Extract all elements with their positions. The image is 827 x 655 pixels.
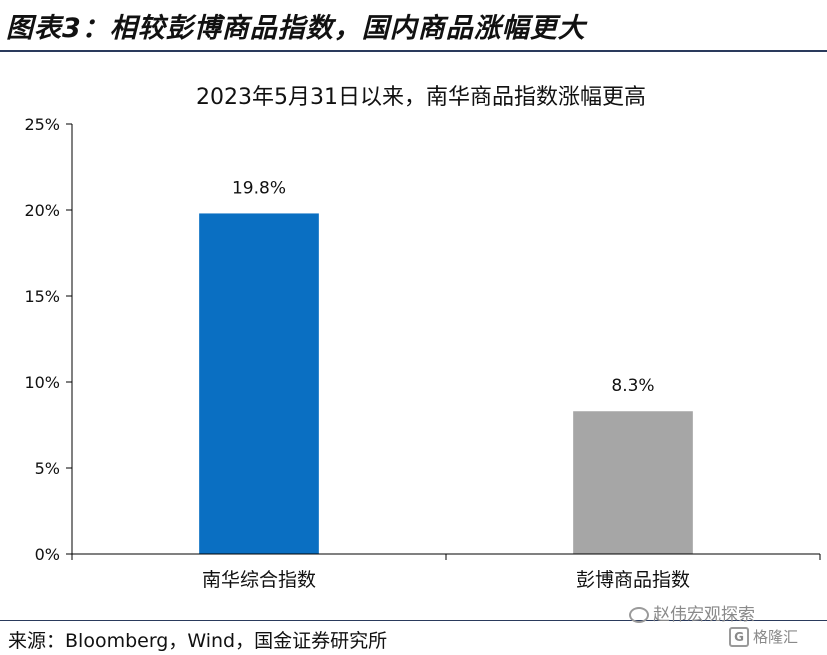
- y-tick-label: 5%: [35, 459, 60, 478]
- x-tick-label: 彭博商品指数: [576, 569, 690, 591]
- chart-title: 2023年5月31日以来，南华商品指数涨幅更高: [196, 85, 646, 110]
- y-tick-label: 15%: [24, 287, 60, 306]
- y-axis: 0% 5% 10% 15% 20% 25%: [24, 115, 73, 564]
- watermark: 赵伟宏观探索 G 格隆汇: [629, 604, 809, 650]
- figure-title: 图表3：相较彭博商品指数，国内商品涨幅更大: [6, 13, 586, 44]
- y-tick-label: 25%: [24, 115, 60, 134]
- wechat-icon: [629, 607, 649, 623]
- bar-chart: 2023年5月31日以来，南华商品指数涨幅更高 0% 5% 10% 15% 20% 25%…: [24, 85, 821, 591]
- chart-area: 2023年5月31日以来，南华商品指数涨幅更高 0% 5% 10% 15% 20% 25%…: [0, 60, 827, 620]
- footer-rule: [0, 620, 827, 621]
- x-axis: 南华综合指数 彭博商品指数: [71, 553, 821, 591]
- y-tick-label: 10%: [24, 373, 60, 392]
- watermark-sub: 格隆汇: [753, 628, 799, 646]
- bar: [199, 213, 319, 554]
- gelonghui-logo-icon: G: [729, 627, 749, 647]
- data-label: 19.8%: [232, 178, 286, 198]
- watermark-text: 赵伟宏观探索: [653, 605, 755, 625]
- header-rule: [0, 50, 827, 52]
- figure-header: 图表3：相较彭博商品指数，国内商品涨幅更大: [0, 0, 827, 52]
- y-tick-label: 20%: [24, 201, 60, 220]
- bar: [573, 411, 693, 554]
- bars: 19.8% 8.3%: [199, 178, 693, 554]
- y-tick-label: 0%: [35, 545, 60, 564]
- x-tick-label: 南华综合指数: [202, 569, 316, 591]
- data-label: 8.3%: [611, 376, 654, 396]
- source-note: 来源：Bloomberg，Wind，国金证券研究所: [8, 630, 388, 652]
